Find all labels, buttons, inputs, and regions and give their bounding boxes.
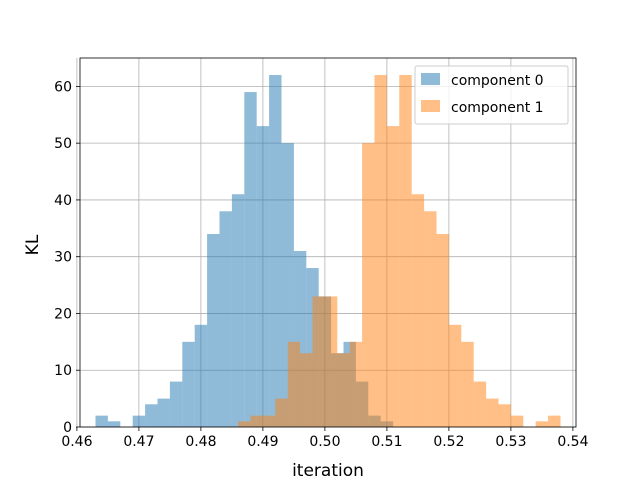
bar	[349, 341, 363, 427]
bar	[300, 353, 313, 427]
x-tick-label: 0.54	[557, 434, 588, 450]
bar	[219, 211, 232, 427]
bar	[448, 324, 462, 427]
bar	[374, 75, 387, 428]
axes-frame	[79, 57, 577, 428]
bar	[498, 404, 511, 427]
bar	[231, 194, 245, 427]
series-1	[238, 75, 561, 428]
legend: component 0 component 1	[414, 65, 569, 125]
bar	[473, 381, 487, 427]
axes	[79, 57, 577, 428]
x-tick-label: 0.49	[247, 434, 278, 450]
x-axis-label: iteration	[292, 461, 364, 480]
legend-swatch-component-0	[421, 73, 440, 85]
x-tick-label: 0.53	[495, 434, 526, 450]
x-tick-label: 0.47	[123, 434, 154, 450]
bar	[287, 341, 301, 427]
bar	[238, 421, 251, 427]
bar	[424, 211, 437, 427]
bar	[312, 296, 325, 427]
bar	[244, 92, 257, 428]
bar	[548, 415, 561, 427]
y-tick-label: 40	[54, 193, 72, 209]
y-tick-label: 10	[54, 363, 72, 379]
bar	[411, 194, 425, 427]
legend-label-component-0: component 0	[451, 73, 544, 89]
legend-frame	[414, 65, 569, 125]
x-tick-label: 0.51	[371, 434, 402, 450]
bar	[486, 398, 499, 427]
bar	[250, 415, 263, 427]
y-tick-label: 50	[54, 136, 72, 152]
y-tick-label: 20	[54, 306, 72, 322]
bar	[337, 353, 350, 427]
bar	[256, 126, 270, 427]
bar	[386, 126, 400, 427]
bar	[399, 75, 412, 428]
y-axis-label: KL	[23, 234, 43, 255]
bar	[436, 233, 449, 427]
bar	[107, 421, 121, 427]
bar	[324, 296, 338, 427]
y-tick-label: 30	[54, 250, 72, 266]
x-tick-label: 0.52	[433, 434, 464, 450]
bar	[461, 341, 474, 427]
bar	[269, 75, 282, 428]
bar	[275, 398, 288, 427]
bar	[145, 404, 158, 427]
bar	[182, 341, 195, 427]
bar	[157, 398, 170, 427]
histogram-bars	[95, 75, 561, 428]
y-tick-label: 0	[63, 420, 72, 436]
x-tick-label: 0.50	[309, 434, 340, 450]
bar	[262, 415, 276, 427]
x-tick-label: 0.46	[61, 434, 92, 450]
bar	[95, 415, 108, 427]
bar	[362, 143, 375, 427]
y-tick-label: 60	[54, 79, 72, 95]
bar	[132, 415, 146, 427]
x-tick-label: 0.48	[185, 434, 216, 450]
bar	[207, 233, 220, 427]
bar	[510, 415, 524, 427]
bar	[194, 324, 208, 427]
bar	[169, 381, 183, 427]
legend-label-component-1: component 1	[451, 100, 544, 116]
bar	[535, 421, 549, 427]
legend-swatch-component-1	[421, 100, 440, 112]
ticks: 0.46 0.47 0.48 0.49 0.50 0.51 0.52 0.53 0.54 0 10 2…	[54, 79, 588, 450]
